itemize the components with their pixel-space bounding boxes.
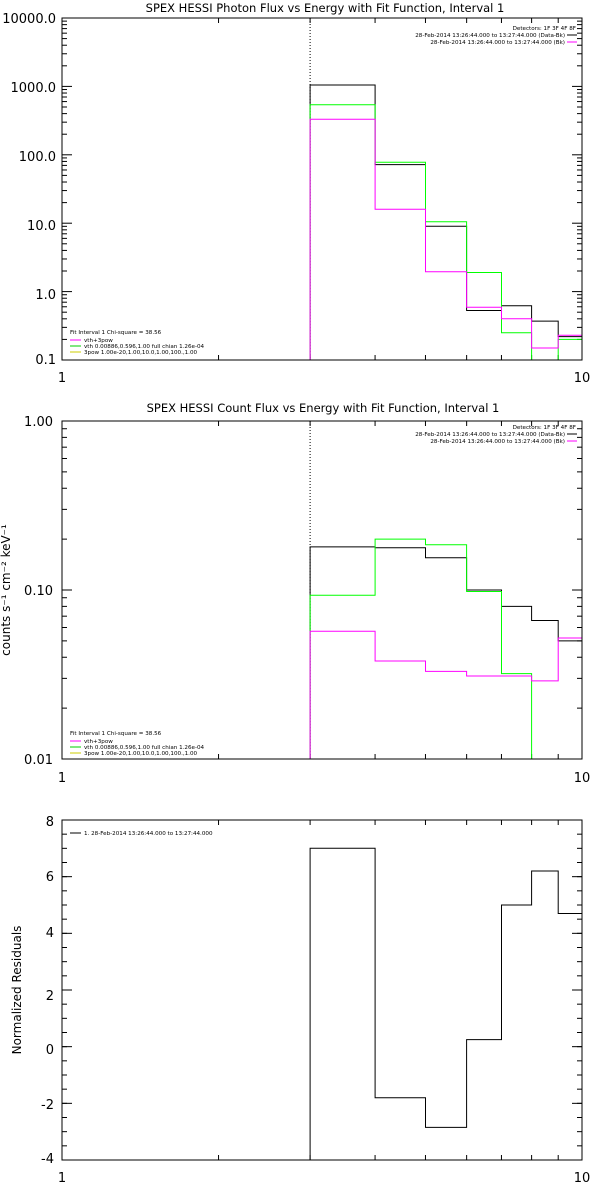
residuals-series-line-0 <box>309 847 582 1160</box>
photon-xtick-label: 1 <box>58 371 66 386</box>
residuals-xtick-label: 1 <box>58 1171 66 1186</box>
residuals-legend-interval: 1. 28-Feb-2014 13:26:44.000 to 13:27:44.… <box>84 831 213 837</box>
photon-xtick-label: 10 <box>574 371 591 386</box>
photon-series-line-1 <box>309 104 582 361</box>
photon-legend-fit-interval: Fit Interval 1 Chi-square = 38.56 <box>70 330 162 336</box>
photon-series-line-0 <box>309 84 582 360</box>
photon-ytick-label: 1.0 <box>35 288 56 303</box>
photon-legend-top-right: Detectors: 1F 3F 4F 8F 28-Feb-2014 13:26… <box>415 26 577 46</box>
residuals-panel: -4 -2 0 2 4 6 8 1 10 Normalized Residual… <box>10 815 590 1186</box>
count-legend-bk: 28-Feb-2014 13:26:44.000 to 13:27:44.000… <box>430 439 565 445</box>
count-flux-panel: SPEX HESSI Count Flux vs Energy with Fit… <box>0 401 590 786</box>
photon-tick-marks <box>62 17 582 361</box>
count-plot-frame <box>61 420 583 760</box>
photon-ytick-label: 100.0 <box>19 150 56 165</box>
residuals-plot-frame <box>61 819 583 1161</box>
photon-series <box>309 18 582 361</box>
residuals-xtick-labels: 1 10 <box>58 1171 590 1186</box>
photon-plot-frame <box>61 17 583 361</box>
photon-legend-data-bk: 28-Feb-2014 13:26:44.000 to 13:27:44.000… <box>415 33 565 39</box>
count-legend-vthpow: vth+3pow <box>84 739 113 745</box>
count-series-line-1 <box>309 538 582 760</box>
count-legend-detectors: Detectors: 1F 3F 4F 8F <box>513 425 576 431</box>
count-panel-title: SPEX HESSI Count Flux vs Energy with Fit… <box>147 401 500 415</box>
photon-legend-detectors: Detectors: 1F 3F 4F 8F <box>513 26 576 32</box>
photon-ytick-label: 10000.0 <box>2 12 56 27</box>
residuals-ytick-label: 0 <box>46 1043 54 1058</box>
residuals-legend: 1. 28-Feb-2014 13:26:44.000 to 13:27:44.… <box>70 831 213 837</box>
residuals-tick-marks <box>62 819 582 1161</box>
residuals-series <box>309 847 582 1160</box>
count-ytick-label: 1.00 <box>24 415 53 430</box>
residuals-xtick-label: 10 <box>574 1171 591 1186</box>
count-legend-bottom-left: Fit Interval 1 Chi-square = 38.56 vth+3p… <box>70 731 205 757</box>
photon-legend-pow: 3pow 1.00e-20,1.00,10.0,1.00,100.,1.00 <box>84 350 198 356</box>
photon-ytick-label: 1000.0 <box>11 81 57 96</box>
count-series-line-0 <box>309 546 582 759</box>
photon-ytick-label: 0.1 <box>35 353 56 368</box>
photon-legend-vthpow: vth+3pow <box>84 338 113 344</box>
residuals-ytick-label: -4 <box>41 1152 54 1167</box>
photon-legend-bottom-left: Fit Interval 1 Chi-square = 38.56 vth+3p… <box>70 330 205 356</box>
count-legend-vth: vth 0.00886,0.596,1.00 full chian 1.26e-… <box>84 745 205 751</box>
count-series-line-2 <box>309 630 582 759</box>
photon-xtick-labels: 1 10 <box>58 371 590 386</box>
count-legend-pow: 3pow 1.00e-20,1.00,10.0,1.00,100.,1.00 <box>84 751 198 757</box>
photon-legend-vth: vth 0.00886,0.596,1.00 full chian 1.26e-… <box>84 344 205 350</box>
residuals-ylabel: Normalized Residuals <box>10 926 24 1055</box>
count-legend-top-right: Detectors: 1F 3F 4F 8F 28-Feb-2014 13:26… <box>415 425 577 445</box>
photon-flux-panel: SPEX HESSI Photon Flux vs Energy with Fi… <box>2 1 590 386</box>
residuals-ytick-labels: -4 -2 0 2 4 6 8 <box>41 815 54 1167</box>
count-tick-marks <box>62 420 582 760</box>
photon-legend-bk: 28-Feb-2014 13:26:44.000 to 13:27:44.000… <box>430 40 565 46</box>
residuals-ytick-label: 4 <box>46 926 54 941</box>
count-series <box>309 421 582 760</box>
count-ytick-label: 0.01 <box>24 753 53 768</box>
photon-series-line-2 <box>309 118 582 360</box>
count-xtick-labels: 1 10 <box>58 771 590 786</box>
count-ytick-labels: 0.01 0.10 1.00 <box>24 415 53 768</box>
count-xtick-label: 1 <box>58 771 66 786</box>
residuals-ytick-label: 2 <box>46 989 54 1004</box>
residuals-ytick-label: 8 <box>46 815 54 830</box>
count-legend-data-bk: 28-Feb-2014 13:26:44.000 to 13:27:44.000… <box>415 432 565 438</box>
photon-ytick-labels: 0.1 1.0 10.0 100.0 1000.0 10000.0 <box>2 12 56 368</box>
photon-ytick-label: 10.0 <box>27 219 56 234</box>
count-ylabel: counts s⁻¹ cm⁻² keV⁻¹ <box>0 524 13 656</box>
photon-panel-title: SPEX HESSI Photon Flux vs Energy with Fi… <box>146 1 505 15</box>
count-legend-fit-interval: Fit Interval 1 Chi-square = 38.56 <box>70 731 162 737</box>
count-xtick-label: 10 <box>574 771 591 786</box>
residuals-ytick-label: -2 <box>41 1098 54 1113</box>
residuals-ytick-label: 6 <box>46 870 54 885</box>
count-ytick-label: 0.10 <box>24 584 53 599</box>
